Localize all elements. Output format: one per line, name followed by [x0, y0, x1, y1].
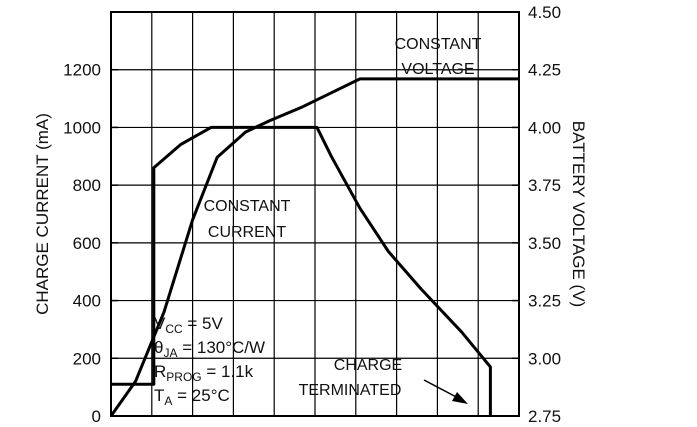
annotation-constant-current-line2: CURRENT: [208, 224, 286, 241]
annotation-constant-voltage-line2: VOLTAGE: [401, 61, 474, 78]
y-left-axis-label: CHARGE CURRENT (mA): [33, 113, 52, 315]
right-tick-label: 4.00: [528, 118, 561, 137]
annotation-charge-terminated-line1: CHARGE: [334, 357, 402, 374]
right-tick-label: 3.50: [528, 234, 561, 253]
right-tick-label: 3.00: [528, 349, 561, 368]
annotation-constant-voltage-line1: CONSTANT: [395, 36, 482, 53]
left-tick-label: 600: [73, 234, 101, 253]
series-group: [109, 77, 519, 417]
charge-current-curve: [111, 125, 492, 416]
left-tick-label: 800: [73, 176, 101, 195]
left-tick-label: 1200: [63, 61, 101, 80]
condition-line: TA = 25°C: [154, 386, 230, 408]
annotation-charge-terminated-line2: TERMINATED: [299, 382, 402, 399]
arrow-head: [452, 392, 468, 404]
charge-terminated-arrow: [423, 379, 468, 404]
right-tick-label: 3.25: [528, 292, 561, 311]
y-right-axis-label: BATTERY VOLTAGE (V): [569, 121, 588, 307]
condition-line: VCC = 5V: [154, 314, 224, 336]
left-tick-label: 0: [92, 407, 101, 426]
left-axis-ticks: 0 200 400 600 800 1000 1200: [63, 61, 118, 426]
condition-line: θJA = 130°C/W: [154, 338, 265, 360]
right-tick-label: 2.75: [528, 407, 561, 426]
condition-line: RPROG = 1.1k: [154, 362, 254, 384]
right-tick-label: 4.50: [528, 3, 561, 22]
right-tick-label: 4.25: [528, 61, 561, 80]
plot-border: [110, 11, 520, 417]
annotation-constant-current-line1: CONSTANT: [204, 198, 291, 215]
left-tick-label: 400: [73, 292, 101, 311]
battery-voltage-curve: [109, 77, 519, 417]
plot-frame: [110, 11, 520, 417]
left-tick-label: 1000: [63, 118, 101, 137]
left-tick-label: 200: [73, 349, 101, 368]
right-tick-label: 3.75: [528, 176, 561, 195]
right-axis-ticks: 2.75 3.00 3.25 3.50 3.75 4.00 4.25 4.50: [512, 3, 561, 426]
